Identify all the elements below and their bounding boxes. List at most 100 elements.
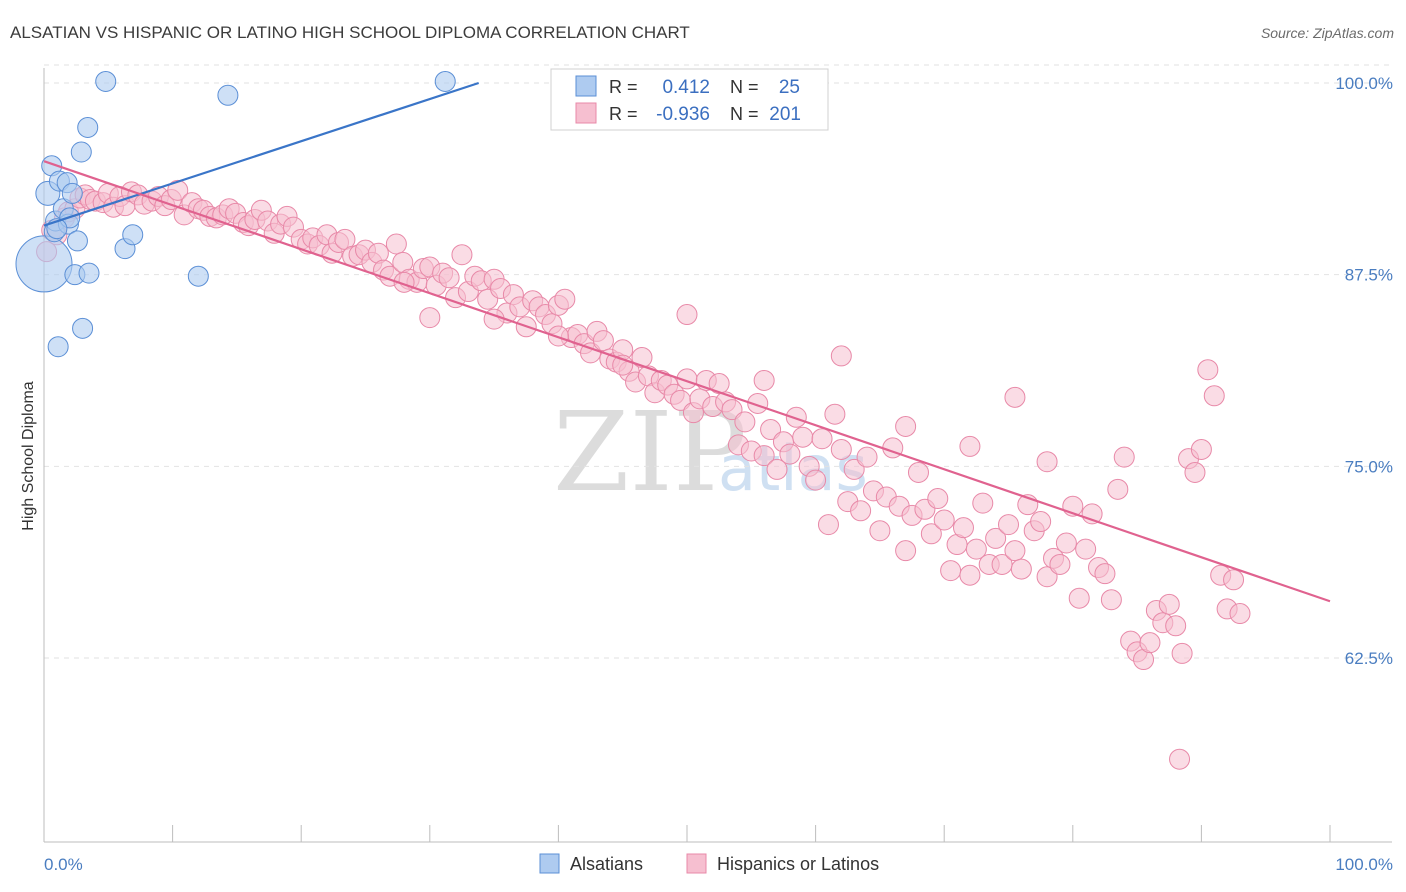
hispanic-point xyxy=(965,538,987,560)
hispanic-point xyxy=(1036,451,1058,473)
hispanic-point xyxy=(1036,566,1058,588)
hispanic-point xyxy=(805,469,827,491)
hispanic-point xyxy=(824,403,846,425)
hispanic-point xyxy=(895,540,917,562)
alsatian-point xyxy=(77,116,99,138)
hispanic-point xyxy=(1223,569,1245,591)
hispanic-point xyxy=(393,271,415,293)
hispanic-point xyxy=(1004,386,1026,408)
legend-n-label-2: N = xyxy=(730,104,759,124)
x-tick-label-1: 100.0% xyxy=(1335,855,1393,874)
hispanic-point xyxy=(920,523,942,545)
hispanic-point xyxy=(985,527,1007,549)
bottom-legend-swatch-alsatians xyxy=(539,853,560,874)
hispanic-point xyxy=(1203,385,1225,407)
legend-r-label-2: R = xyxy=(609,104,638,124)
alsatian-point xyxy=(434,70,456,92)
legend-n-label-1: N = xyxy=(730,77,759,97)
hispanic-point xyxy=(1094,563,1116,585)
trend-line-hispanics xyxy=(43,160,1331,603)
y-tick-labels: 62.5% 75.0% 87.5% 100.0% xyxy=(1335,74,1393,668)
hispanic-point xyxy=(747,392,769,414)
hispanic-point xyxy=(1139,632,1161,654)
legend-swatch-hispanics xyxy=(575,102,597,124)
hispanic-point xyxy=(856,446,878,468)
y-tick-label-1: 75.0% xyxy=(1345,457,1393,476)
hispanic-point xyxy=(547,325,569,347)
bottom-legend-alsatians: Alsatians xyxy=(570,854,643,874)
series-hispanics-or-latinos xyxy=(36,179,1251,770)
hispanic-point xyxy=(785,406,807,428)
hispanic-point xyxy=(972,492,994,514)
stats-legend-box xyxy=(550,68,829,131)
hispanic-point xyxy=(419,307,441,329)
hispanic-point xyxy=(998,514,1019,536)
hispanic-point xyxy=(952,517,974,539)
hispanic-point xyxy=(1055,532,1077,554)
hispanic-point xyxy=(451,244,473,266)
alsatian-point xyxy=(187,265,209,287)
x-tick-label-0: 0.0% xyxy=(44,855,83,874)
hispanic-point xyxy=(1190,438,1212,460)
hispanic-point xyxy=(1030,511,1052,533)
bottom-legend-hispanics: Hispanics or Latinos xyxy=(717,854,879,874)
hispanic-point xyxy=(1113,446,1135,468)
hispanic-point xyxy=(753,445,775,467)
bottom-legend-swatch-hispanics xyxy=(686,853,707,874)
hispanic-point xyxy=(760,419,782,441)
series-alsatians xyxy=(15,70,456,358)
hispanic-point xyxy=(959,564,981,586)
alsatian-point xyxy=(78,262,100,284)
hispanic-point xyxy=(940,560,962,582)
hispanic-point xyxy=(1229,603,1251,625)
hispanic-point xyxy=(1075,538,1097,560)
hispanic-point xyxy=(959,435,981,457)
alsatian-point xyxy=(122,224,144,246)
hispanic-point xyxy=(792,426,814,448)
alsatian-point xyxy=(95,70,117,92)
y-tick-label-0: 62.5% xyxy=(1345,649,1393,668)
hispanic-point xyxy=(817,514,839,536)
hispanic-point xyxy=(811,428,833,450)
alsatian-point xyxy=(217,84,239,106)
y-tick-label-2: 87.5% xyxy=(1345,266,1393,285)
hispanic-point xyxy=(1165,615,1187,637)
hispanic-point xyxy=(167,179,189,201)
hispanic-point xyxy=(1049,553,1071,575)
trend-lines xyxy=(43,81,1331,603)
alsatian-point xyxy=(66,230,88,252)
y-tick-label-3: 100.0% xyxy=(1335,74,1393,93)
hispanic-point xyxy=(830,345,852,367)
hispanic-point xyxy=(927,488,949,510)
alsatian-point xyxy=(70,141,92,163)
alsatian-point xyxy=(15,235,73,293)
hispanic-point xyxy=(721,399,743,421)
legend-r-label-1: R = xyxy=(609,77,638,97)
hispanic-point xyxy=(1184,461,1206,483)
hispanic-point xyxy=(676,304,698,326)
hispanic-point xyxy=(933,509,955,531)
alsatian-point xyxy=(72,317,94,339)
hispanic-point xyxy=(779,443,801,465)
hispanic-point xyxy=(907,461,929,483)
hispanic-point xyxy=(830,438,852,460)
bottom-legend: Alsatians Hispanics or Latinos xyxy=(539,853,879,874)
legend-r-value-hispanics: -0.936 xyxy=(656,104,710,125)
hispanic-point xyxy=(1171,642,1193,664)
hispanic-point xyxy=(1010,558,1032,580)
trend-line-alsatians xyxy=(43,81,480,227)
hispanic-point xyxy=(1004,540,1026,562)
hispanic-point xyxy=(753,369,775,391)
alsatian-point xyxy=(61,182,83,204)
hispanic-point xyxy=(385,233,407,255)
hispanic-point xyxy=(708,373,730,395)
hispanic-point xyxy=(1158,593,1180,615)
chart-title: ALSATIAN VS HISPANIC OR LATINO HIGH SCHO… xyxy=(10,23,690,42)
hispanic-point xyxy=(843,458,865,480)
hispanic-point xyxy=(1107,478,1129,500)
hispanic-point xyxy=(631,346,653,368)
hispanic-point xyxy=(554,288,576,310)
grid xyxy=(44,64,1392,659)
legend-n-value-hispanics: 201 xyxy=(769,104,801,125)
